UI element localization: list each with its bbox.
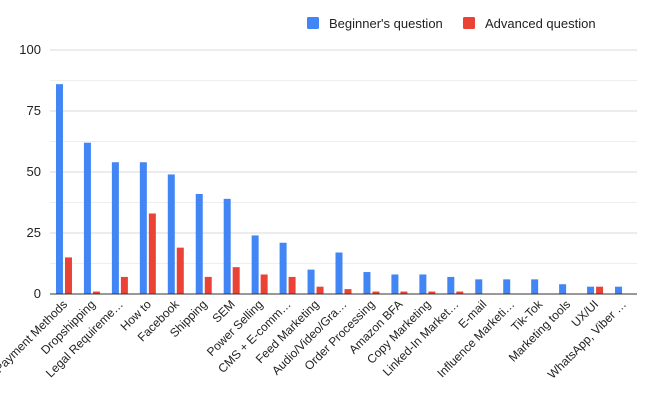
bar-beginner[interactable] <box>195 193 203 294</box>
bar-advanced[interactable] <box>596 286 604 294</box>
y-tick-label: 0 <box>34 286 41 301</box>
bar-beginner[interactable] <box>279 242 287 294</box>
bar-advanced[interactable] <box>232 267 240 294</box>
bar-advanced[interactable] <box>428 291 436 294</box>
bar-beginner[interactable] <box>167 174 175 294</box>
bar-beginner[interactable] <box>559 284 567 294</box>
bar-beginner[interactable] <box>587 286 595 294</box>
bar-advanced[interactable] <box>64 257 72 294</box>
bar-advanced[interactable] <box>344 289 352 294</box>
legend-label-beginner: Beginner's question <box>329 16 443 31</box>
bar-advanced[interactable] <box>372 291 380 294</box>
y-tick-label: 100 <box>19 42 41 57</box>
bar-beginner[interactable] <box>83 142 91 294</box>
bar-beginner[interactable] <box>335 252 343 294</box>
legend-label-advanced: Advanced question <box>485 16 596 31</box>
y-axis-ticks: 0 25 50 75 100 <box>19 42 41 301</box>
bar-advanced[interactable] <box>288 276 296 294</box>
bar-advanced[interactable] <box>148 213 156 294</box>
bar-advanced[interactable] <box>92 291 100 294</box>
bar-beginner[interactable] <box>615 286 623 294</box>
y-tick-label: 75 <box>27 103 41 118</box>
bar-advanced[interactable] <box>456 291 464 294</box>
y-tick-label: 25 <box>27 225 41 240</box>
bar-beginner[interactable] <box>419 274 427 294</box>
bar-advanced[interactable] <box>176 247 184 294</box>
bar-beginner[interactable] <box>55 84 63 294</box>
bar-beginner[interactable] <box>391 274 399 294</box>
bar-beginner[interactable] <box>111 162 119 294</box>
bar-beginner[interactable] <box>475 279 483 294</box>
bar-advanced[interactable] <box>260 274 268 294</box>
y-tick-label: 50 <box>27 164 41 179</box>
bar-beginner[interactable] <box>307 269 315 294</box>
bars <box>55 84 623 294</box>
bar-advanced[interactable] <box>316 286 324 294</box>
bar-advanced[interactable] <box>400 291 408 294</box>
bar-beginner[interactable] <box>139 162 147 294</box>
bar-beginner[interactable] <box>363 272 371 294</box>
bar-beginner[interactable] <box>503 279 511 294</box>
legend-swatch-advanced <box>463 17 475 29</box>
legend[interactable]: Beginner's question Advanced question <box>307 16 596 31</box>
bar-advanced[interactable] <box>120 276 128 294</box>
bar-beginner[interactable] <box>223 198 231 294</box>
bar-beginner[interactable] <box>251 235 259 294</box>
bar-beginner[interactable] <box>531 279 539 294</box>
bar-advanced[interactable] <box>204 276 212 294</box>
bar-beginner[interactable] <box>447 276 455 294</box>
legend-swatch-beginner <box>307 17 319 29</box>
gridlines <box>50 49 637 295</box>
